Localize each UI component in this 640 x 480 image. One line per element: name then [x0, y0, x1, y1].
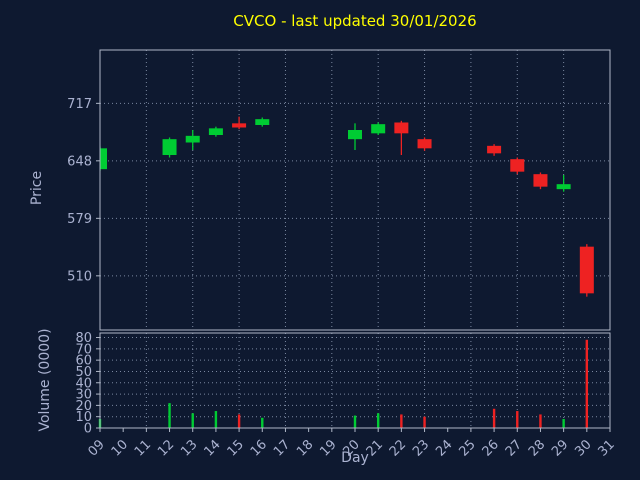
svg-text:510: 510: [67, 269, 92, 284]
svg-text:20: 20: [75, 399, 92, 414]
svg-text:579: 579: [67, 212, 92, 227]
svg-text:50: 50: [75, 365, 92, 380]
x-axis-label: Day: [341, 450, 369, 466]
svg-text:10: 10: [75, 410, 92, 425]
volume-axis-label: Volume (0000): [37, 328, 53, 432]
svg-text:30: 30: [75, 388, 92, 403]
svg-text:60: 60: [75, 354, 92, 369]
svg-text:40: 40: [75, 376, 92, 391]
svg-text:717: 717: [67, 97, 92, 112]
svg-text:648: 648: [67, 154, 92, 169]
chart-title: CVCO - last updated 30/01/2026: [233, 12, 477, 30]
svg-text:70: 70: [75, 342, 92, 357]
svg-text:0: 0: [84, 422, 92, 437]
svg-text:80: 80: [75, 331, 92, 346]
price-axis-label: Price: [29, 170, 45, 206]
